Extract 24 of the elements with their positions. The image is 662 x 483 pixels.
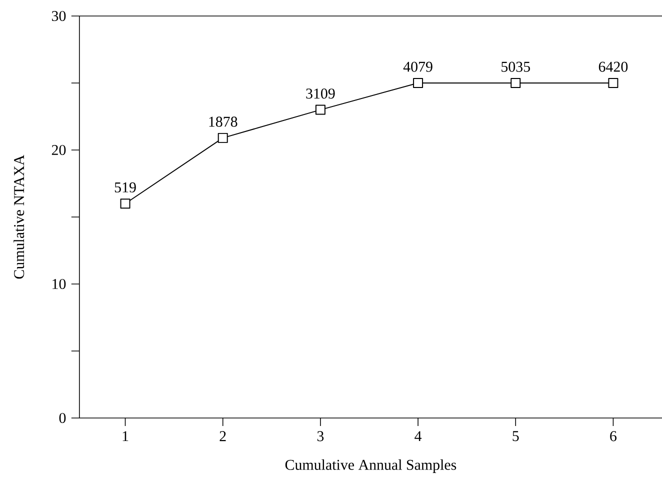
point <box>218 132 228 143</box>
point <box>510 78 521 88</box>
x-tick-label: 3 <box>317 431 324 442</box>
x-axis-title: Cumulative Annual Samples <box>285 459 456 473</box>
y-tick-label: 0 <box>59 412 66 424</box>
point <box>315 104 326 115</box>
x-tick-label: 6 <box>610 431 617 442</box>
annotation: 3109 <box>306 88 335 99</box>
annotation: 5035 <box>502 62 530 72</box>
point <box>608 78 618 88</box>
y-tick-label: 20 <box>52 144 66 156</box>
y-tick-label: 30 <box>52 10 66 22</box>
x-tick-label: 1 <box>122 431 128 442</box>
annotation: 1878 <box>209 116 238 127</box>
y-axis-title: Cumulative NTAXA <box>14 154 24 279</box>
y-tick-label: 10 <box>52 278 66 290</box>
x-tick-label: 2 <box>220 431 226 442</box>
annotation: 4079 <box>403 62 432 72</box>
x-tick-label: 5 <box>512 431 519 442</box>
annotation: 519 <box>114 182 136 192</box>
point <box>120 198 130 209</box>
annotation: 6420 <box>598 62 628 72</box>
x-tick-label: 4 <box>414 431 422 442</box>
point <box>413 78 424 88</box>
